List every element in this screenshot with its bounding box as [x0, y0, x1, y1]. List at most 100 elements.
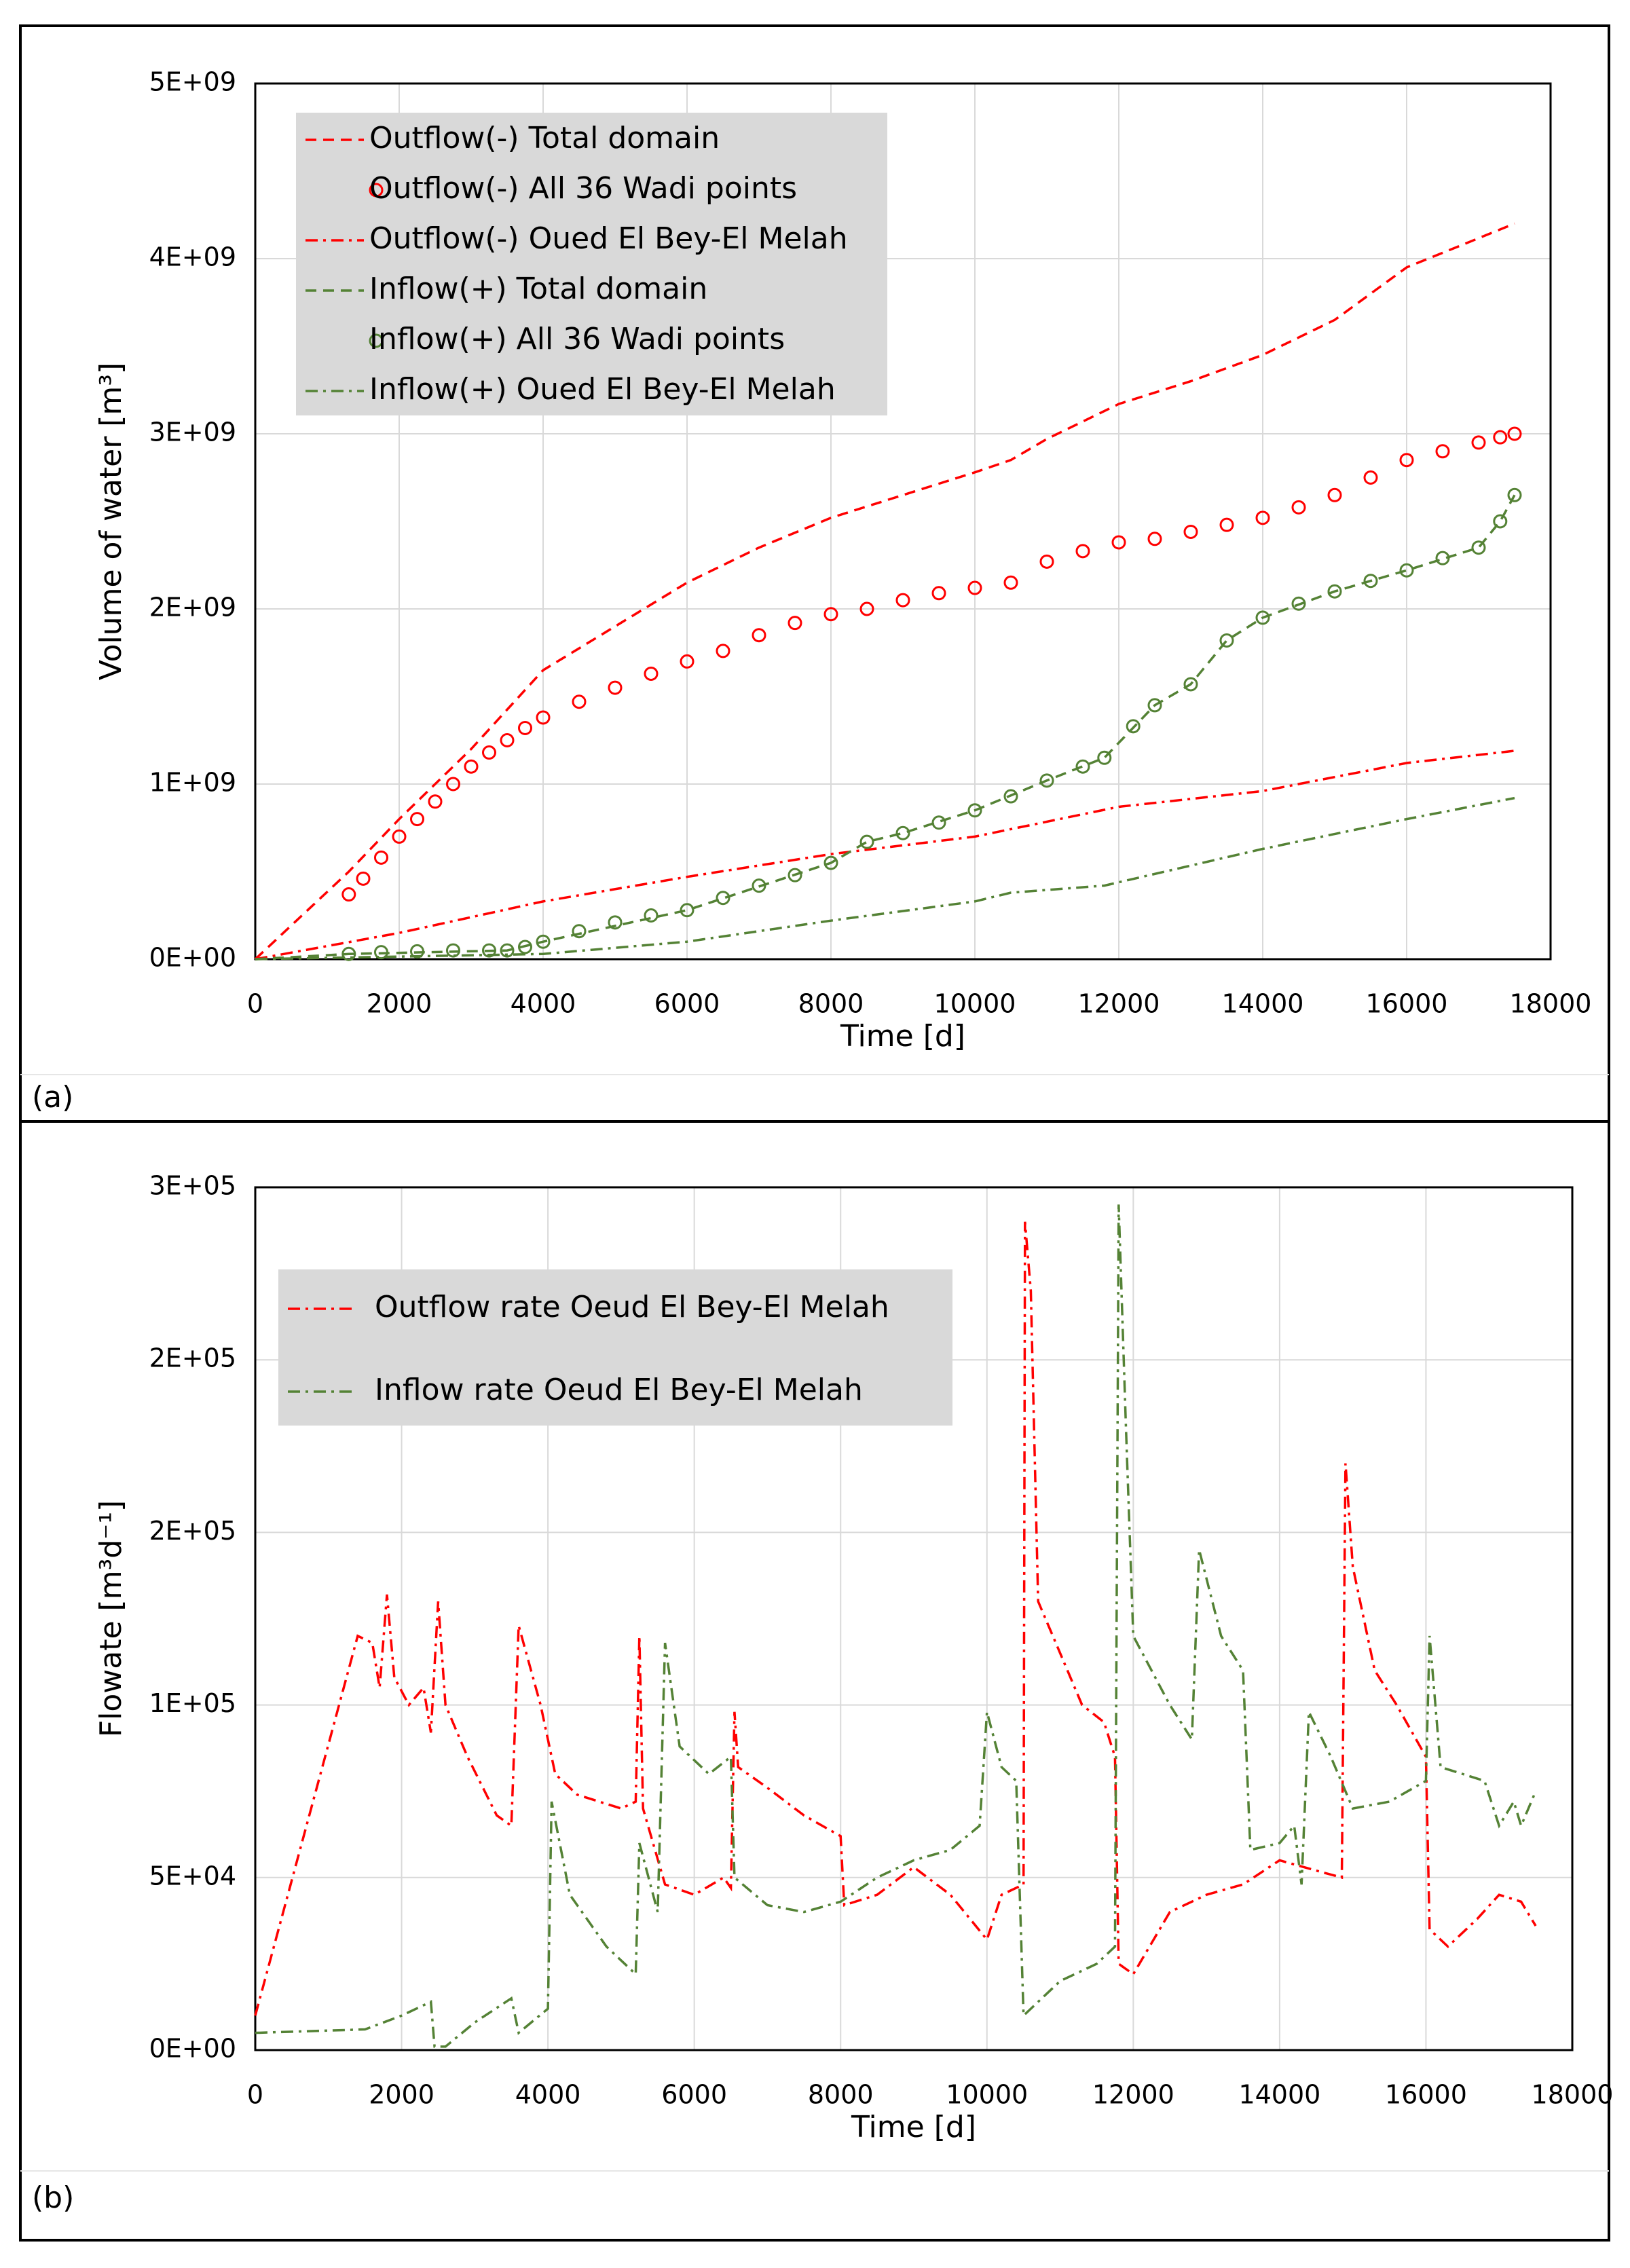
series-line	[254, 222, 1515, 961]
data-point	[1219, 517, 1234, 532]
data-point	[356, 871, 371, 886]
x-tick-label: 18000	[1532, 2080, 1614, 2110]
legend-marker	[369, 183, 384, 198]
y-tick-label: 0E+00	[149, 943, 236, 973]
series-line	[255, 796, 1515, 961]
data-point	[500, 733, 515, 747]
data-point	[1126, 719, 1141, 734]
legend-marker	[369, 333, 384, 348]
y-tick-label: 5E+09	[149, 67, 236, 97]
plot-border	[254, 1186, 1574, 2051]
data-point	[1291, 596, 1306, 611]
data-point	[374, 850, 388, 865]
x-tick-label: 2000	[367, 989, 432, 1019]
data-point	[536, 710, 551, 725]
legend-label: Outflow rate Oeud El Bey-El Melah	[375, 1290, 889, 1324]
y-tick-label: 2E+05	[149, 1343, 236, 1373]
data-point	[1507, 487, 1522, 502]
x-tick-label: 12000	[1092, 2080, 1174, 2110]
data-point	[1493, 514, 1508, 529]
panel-label: (b)	[32, 2180, 74, 2215]
x-tick-label: 16000	[1385, 2080, 1467, 2110]
data-point	[823, 607, 838, 622]
data-point	[644, 908, 659, 923]
y-tick-label: 1E+05	[149, 1688, 236, 1718]
data-point	[1075, 544, 1090, 559]
data-point	[572, 924, 587, 939]
data-point	[752, 628, 766, 643]
x-tick-label: 6000	[661, 2080, 727, 2110]
data-point	[518, 940, 532, 954]
data-point	[895, 593, 910, 608]
series-line	[254, 1221, 1537, 2016]
data-point	[680, 654, 694, 669]
data-point	[1255, 510, 1270, 525]
y-tick-label: 1E+09	[149, 768, 236, 798]
x-axis-label: Time [d]	[851, 2110, 976, 2144]
data-point	[341, 946, 356, 961]
data-point	[464, 759, 479, 774]
legend-label: Inflow(+) All 36 Wadi points	[369, 322, 785, 356]
legend-label: Outflow(-) All 36 Wadi points	[369, 171, 797, 206]
data-point	[1327, 487, 1342, 502]
plot-border	[254, 82, 1552, 961]
x-axis-label: Time [d]	[840, 1019, 965, 1054]
series-line	[255, 1204, 1537, 2048]
data-point	[1471, 540, 1486, 555]
data-point	[644, 666, 659, 681]
data-point	[752, 878, 766, 893]
data-point	[1507, 426, 1522, 441]
x-tick-label: 4000	[515, 2080, 581, 2110]
legend-label: Outflow(-) Oued El Bey-El Melah	[369, 221, 848, 256]
data-point	[823, 855, 838, 870]
x-tick-label: 6000	[654, 989, 720, 1019]
data-point	[967, 803, 982, 818]
x-tick-label: 10000	[934, 989, 1016, 1019]
data-point	[788, 616, 802, 631]
data-point	[1003, 575, 1018, 590]
data-point	[1435, 551, 1450, 565]
data-point	[931, 815, 946, 830]
data-point	[1327, 584, 1342, 599]
data-point	[482, 745, 496, 760]
data-point	[1291, 500, 1306, 515]
y-tick-label: 3E+09	[149, 417, 236, 447]
x-tick-label: 14000	[1238, 2080, 1320, 2110]
data-point	[1147, 532, 1162, 546]
x-tick-label: 16000	[1366, 989, 1448, 1019]
legend-box	[278, 1269, 952, 1426]
data-point	[859, 834, 874, 849]
x-tick-label: 18000	[1510, 989, 1592, 1019]
x-tick-label: 2000	[369, 2080, 434, 2110]
data-point	[536, 934, 551, 949]
data-point	[608, 915, 623, 930]
data-point	[716, 644, 730, 658]
data-point	[518, 720, 532, 735]
data-point	[1183, 524, 1198, 539]
data-point	[374, 945, 388, 960]
data-point	[680, 903, 694, 918]
data-point	[1399, 563, 1414, 578]
data-point	[1003, 789, 1018, 804]
data-point	[967, 580, 982, 595]
y-tick-label: 4E+09	[149, 242, 236, 272]
data-point	[1111, 535, 1126, 550]
data-point	[482, 943, 496, 958]
data-point	[1039, 554, 1054, 569]
data-point	[895, 825, 910, 840]
data-point	[1435, 444, 1450, 459]
data-point	[1255, 610, 1270, 625]
data-point	[1097, 750, 1112, 765]
data-point	[1039, 773, 1054, 788]
data-point	[1399, 453, 1414, 468]
data-point	[428, 794, 443, 809]
data-point	[608, 680, 623, 695]
data-point	[1219, 633, 1234, 648]
x-tick-label: 8000	[808, 2080, 874, 2110]
data-point	[1183, 677, 1198, 692]
data-point	[1363, 470, 1378, 485]
data-point	[1493, 430, 1508, 445]
y-axis-label: Volume of water [m³]	[94, 362, 128, 680]
